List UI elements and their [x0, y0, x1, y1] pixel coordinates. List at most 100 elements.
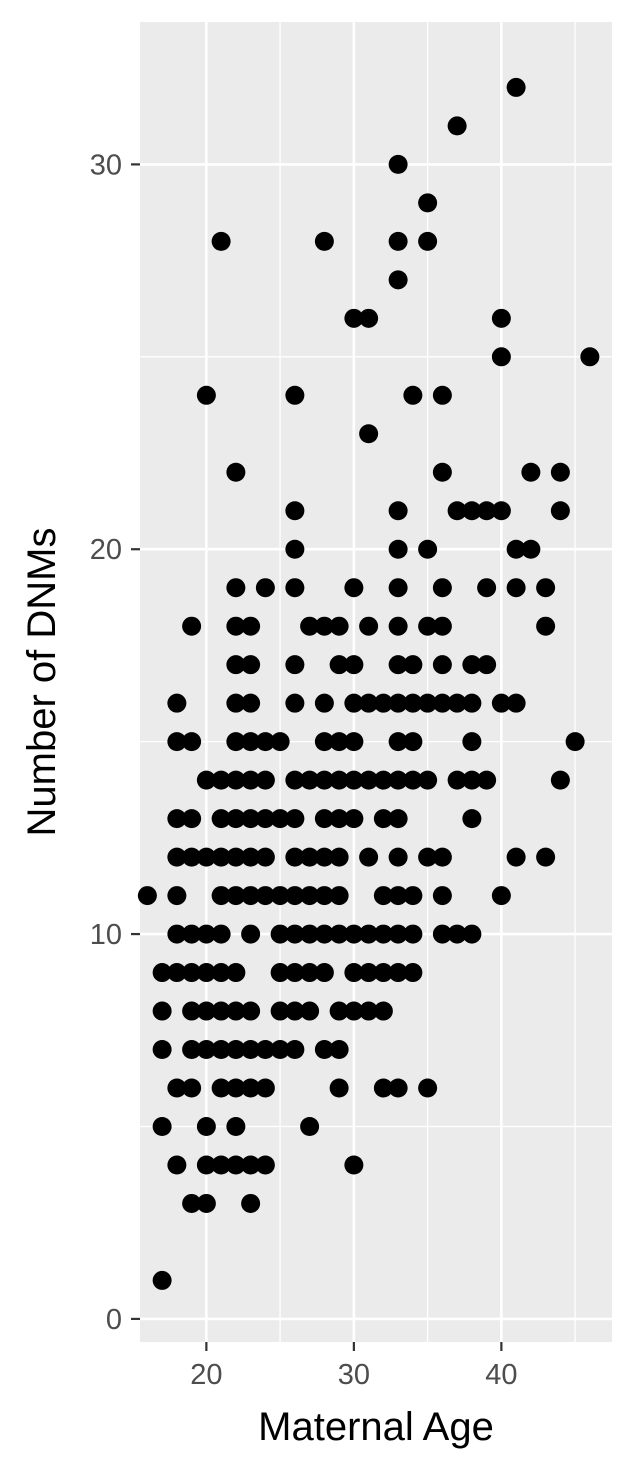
data-point [536, 616, 556, 636]
data-point [241, 1155, 261, 1175]
data-point [211, 1001, 231, 1021]
data-point [300, 847, 320, 867]
data-point [388, 770, 408, 790]
data-point [403, 963, 423, 983]
data-point [211, 770, 231, 790]
data-point [241, 1001, 261, 1021]
data-point [388, 501, 408, 521]
data-point [388, 231, 408, 251]
data-point [491, 693, 511, 713]
data-point [359, 963, 379, 983]
data-point [506, 693, 526, 713]
data-point [152, 1001, 172, 1021]
data-point [241, 655, 261, 675]
y-tick-label: 30 [90, 149, 122, 181]
data-point [418, 539, 438, 559]
data-point [388, 809, 408, 829]
data-point [255, 578, 275, 598]
data-points [137, 77, 600, 1290]
data-point [167, 732, 187, 752]
data-point [418, 616, 438, 636]
data-point [300, 886, 320, 906]
data-point [270, 963, 290, 983]
data-point [403, 385, 423, 405]
data-point [373, 1001, 393, 1021]
data-point [182, 616, 202, 636]
data-point [226, 886, 246, 906]
data-point [211, 1155, 231, 1175]
data-point [196, 1116, 216, 1136]
data-point [285, 693, 305, 713]
x-axis-title: Maternal Age [258, 1405, 494, 1449]
data-point [477, 578, 497, 598]
data-point [182, 732, 202, 752]
data-point [462, 809, 482, 829]
y-tick-labels: 0 10 20 30 [90, 149, 122, 1336]
data-point [491, 308, 511, 328]
data-point [388, 886, 408, 906]
data-point [211, 963, 231, 983]
data-point [167, 886, 187, 906]
data-point [432, 886, 452, 906]
x-tick-labels: 20 30 40 [190, 1359, 517, 1391]
data-point [270, 886, 290, 906]
data-point [196, 385, 216, 405]
data-point [447, 501, 467, 521]
data-point [285, 578, 305, 598]
data-point [373, 886, 393, 906]
data-point [226, 616, 246, 636]
data-point [167, 963, 187, 983]
data-point [196, 924, 216, 944]
data-point [241, 1078, 261, 1098]
data-point [182, 1040, 202, 1060]
data-point [403, 770, 423, 790]
data-point [432, 385, 452, 405]
data-point [403, 732, 423, 752]
data-point [388, 847, 408, 867]
data-point [314, 886, 334, 906]
data-point [388, 578, 408, 598]
data-point [550, 770, 570, 790]
data-point [359, 424, 379, 444]
data-point [167, 1078, 187, 1098]
data-point [491, 501, 511, 521]
data-point [418, 231, 438, 251]
data-point [388, 693, 408, 713]
plot-panel [140, 22, 612, 1342]
y-axis-title: Number of DNMs [20, 528, 64, 837]
data-point [403, 924, 423, 944]
data-point [536, 847, 556, 867]
data-point [211, 231, 231, 251]
data-point [359, 616, 379, 636]
data-point [196, 1040, 216, 1060]
data-point [344, 732, 364, 752]
data-point [226, 578, 246, 598]
data-point [344, 308, 364, 328]
data-point [241, 924, 261, 944]
data-point [388, 154, 408, 174]
data-point [373, 770, 393, 790]
data-point [418, 1078, 438, 1098]
data-point [241, 847, 261, 867]
data-point [226, 655, 246, 675]
y-tick-label: 0 [106, 1304, 122, 1336]
data-point [432, 578, 452, 598]
data-point [329, 924, 349, 944]
data-point [152, 1040, 172, 1060]
data-point [182, 847, 202, 867]
data-point [373, 963, 393, 983]
data-point [226, 1078, 246, 1098]
data-point [152, 1270, 172, 1290]
data-point [314, 693, 334, 713]
data-point [196, 770, 216, 790]
data-point [418, 693, 438, 713]
data-point [344, 693, 364, 713]
data-point [167, 809, 187, 829]
data-point [255, 770, 275, 790]
data-point [226, 732, 246, 752]
data-point [182, 963, 202, 983]
data-point [447, 924, 467, 944]
data-point [300, 616, 320, 636]
data-point [241, 886, 261, 906]
data-point [255, 886, 275, 906]
